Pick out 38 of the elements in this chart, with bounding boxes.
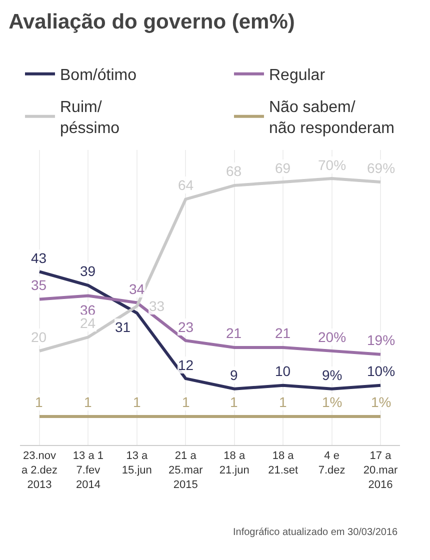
data-label: 39 xyxy=(80,263,96,279)
legend-label: Regular xyxy=(269,67,326,84)
data-label: 23 xyxy=(178,319,194,335)
legend-label: Ruim/ péssimo xyxy=(60,99,120,138)
data-label: 31 xyxy=(115,319,131,335)
x-tick-label: 13 a 1 7.fev 2014 xyxy=(72,450,104,491)
x-tick-label: 13 a 15.jun xyxy=(122,450,152,476)
chart-title: Avaliação do governo (em%) xyxy=(8,10,295,34)
data-label: 1 xyxy=(182,394,190,410)
x-tick-label: 17 a 20.mar 2016 xyxy=(363,450,398,491)
data-label: 9 xyxy=(230,367,238,383)
text: Infográfico atualizado em 30/03/2016 xyxy=(233,527,398,538)
data-label: 1 xyxy=(230,394,238,410)
x-tick-label: 18 a 21.jun xyxy=(219,450,250,476)
legend-label: Bom/ótimo xyxy=(60,67,137,84)
data-label: 34 xyxy=(129,281,145,297)
legend-label: Não sabem/ não responderam xyxy=(269,99,394,138)
data-label: 1% xyxy=(322,394,342,410)
data-label: 9% xyxy=(322,367,342,383)
data-label: 20% xyxy=(318,329,346,345)
data-label: 43 xyxy=(31,250,47,266)
data-label: 1 xyxy=(279,394,287,410)
data-label: 35 xyxy=(31,277,47,293)
data-label: 10% xyxy=(367,363,396,379)
data-label: 21 xyxy=(226,325,242,341)
x-tick-label: 23.nov a 2.dez 2013 xyxy=(21,450,58,491)
data-label: 1 xyxy=(35,394,43,410)
data-label: 1 xyxy=(84,394,92,410)
data-label: 1% xyxy=(371,394,392,410)
x-tick-label: 18 a 21.set xyxy=(268,450,298,476)
data-label: 19% xyxy=(367,332,396,348)
x-tick-label: 4 e 7.dez xyxy=(318,450,346,476)
data-label: 12 xyxy=(178,357,194,373)
x-tick-label: 21 a 25.mar 2015 xyxy=(168,450,204,491)
data-label: 36 xyxy=(80,302,96,318)
data-label: 21 xyxy=(275,325,291,341)
data-label: 1 xyxy=(133,394,141,410)
data-label: 10 xyxy=(275,363,291,379)
